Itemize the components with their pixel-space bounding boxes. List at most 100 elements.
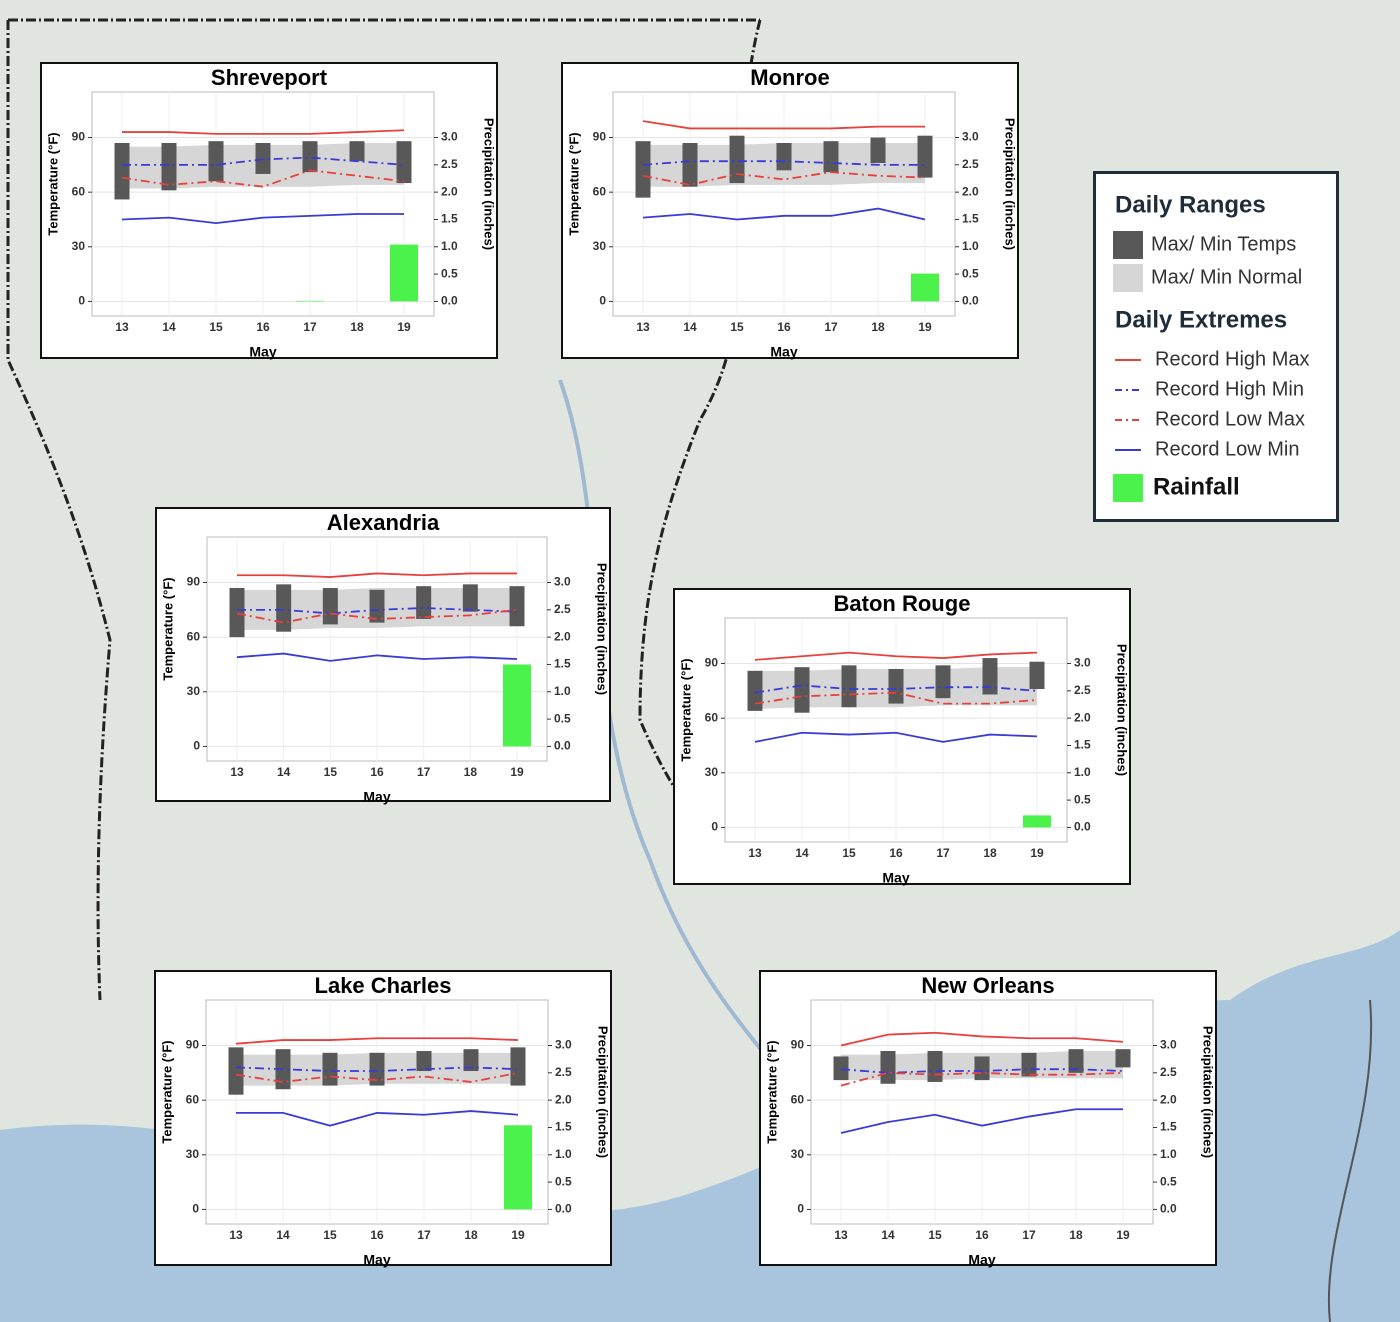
y-tick-label: 60 bbox=[186, 1092, 200, 1106]
y-tick-label: 90 bbox=[72, 130, 86, 144]
y2-tick-label: 3.0 bbox=[1074, 656, 1091, 670]
x-tick-label: 18 bbox=[464, 765, 478, 779]
legend-swatch bbox=[1113, 231, 1143, 259]
record-line bbox=[236, 608, 518, 624]
record-line bbox=[122, 129, 405, 135]
x-tick-label: 13 bbox=[748, 846, 762, 860]
rain-bar bbox=[296, 300, 324, 302]
y2-tick-label: 3.0 bbox=[554, 575, 571, 589]
x-tick-label: 19 bbox=[510, 765, 524, 779]
y-tick-label: 0 bbox=[711, 820, 718, 834]
x-tick-label: 19 bbox=[511, 1228, 525, 1242]
y2-tick-label: 3.0 bbox=[1160, 1038, 1177, 1052]
temp-range-bar bbox=[275, 1049, 291, 1090]
rain-bar bbox=[1023, 815, 1051, 828]
legend-label: Record High Min bbox=[1155, 378, 1304, 400]
chart-panel: Lake Charles 0 30 60 90 0.0 0.5 1.0 1.5 2.0 2.5 3.0… bbox=[154, 970, 612, 1268]
y-tick-label: 30 bbox=[187, 684, 201, 698]
record-line bbox=[237, 572, 517, 578]
x-tick-label: 15 bbox=[730, 320, 744, 334]
chart-title: Lake Charles bbox=[315, 973, 452, 998]
x-tick-label: 19 bbox=[1030, 846, 1044, 860]
record-line bbox=[754, 684, 1038, 694]
y-tick-label: 90 bbox=[593, 130, 607, 144]
record-line bbox=[642, 120, 925, 130]
y-axis-title: Temperature (°F) bbox=[764, 1040, 779, 1143]
temp-range-bar bbox=[322, 587, 338, 625]
temp-range-bar bbox=[880, 1050, 896, 1084]
y2-tick-label: 1.5 bbox=[441, 212, 458, 226]
chart-panel: Shreveport 0 30 60 90 0.0 0.5 1.0 1.5 2.0 2.5 3.0 13… bbox=[40, 62, 498, 360]
x-tick-label: 14 bbox=[277, 765, 291, 779]
x-tick-label: 15 bbox=[842, 846, 856, 860]
record-line bbox=[840, 1068, 1124, 1074]
y2-tick-label: 2.0 bbox=[1074, 710, 1091, 724]
record-line bbox=[235, 1071, 519, 1083]
temp-range-bar bbox=[276, 584, 292, 632]
y-tick-label: 90 bbox=[187, 575, 201, 589]
y-tick-label: 30 bbox=[593, 239, 607, 253]
chart-panel: Monroe 0 30 60 90 0.0 0.5 1.0 1.5 2.0 2.5 3.0 13 14 15… bbox=[561, 62, 1019, 360]
y-tick-label: 0 bbox=[599, 294, 606, 308]
x-tick-label: 18 bbox=[983, 846, 997, 860]
y-tick-label: 60 bbox=[187, 629, 201, 643]
y-tick-label: 60 bbox=[791, 1092, 805, 1106]
temp-range-bar bbox=[729, 135, 745, 184]
y2-tick-label: 1.0 bbox=[555, 1147, 572, 1161]
y2-axis-title: Precipitation (inches) bbox=[1003, 118, 1018, 250]
rain-bar bbox=[911, 273, 939, 302]
y2-tick-label: 1.5 bbox=[1074, 738, 1091, 752]
temp-range-bar bbox=[229, 587, 245, 638]
y-tick-label: 60 bbox=[72, 184, 86, 198]
y2-tick-label: 2.5 bbox=[555, 1065, 572, 1079]
y2-tick-label: 0.0 bbox=[554, 739, 571, 753]
legend-section-title: Daily Extremes bbox=[1115, 306, 1287, 333]
record-line bbox=[122, 156, 405, 166]
x-tick-label: 16 bbox=[370, 1228, 384, 1242]
legend-label: Record Low Max bbox=[1155, 408, 1305, 430]
legend-label: Record High Max bbox=[1155, 348, 1310, 370]
x-tick-label: 19 bbox=[397, 320, 411, 334]
temp-range-bar bbox=[776, 142, 792, 171]
x-axis-title: May bbox=[770, 344, 797, 360]
y-tick-label: 0 bbox=[797, 1202, 804, 1216]
temp-range-bar bbox=[747, 670, 763, 711]
x-tick-label: 13 bbox=[229, 1228, 243, 1242]
y-tick-label: 60 bbox=[705, 710, 719, 724]
temp-range-bar bbox=[1068, 1049, 1084, 1073]
y2-tick-label: 0.5 bbox=[554, 711, 571, 725]
temp-range-bar bbox=[823, 141, 839, 173]
y2-tick-label: 3.0 bbox=[441, 130, 458, 144]
temp-range-bar bbox=[322, 1052, 338, 1086]
y2-tick-label: 1.5 bbox=[554, 657, 571, 671]
x-tick-label: 18 bbox=[350, 320, 364, 334]
record-line bbox=[840, 1071, 1124, 1087]
temp-range-bar bbox=[841, 665, 857, 708]
y2-tick-label: 0.0 bbox=[555, 1202, 572, 1216]
legend-label: Max/ Min Temps bbox=[1151, 233, 1296, 255]
temp-range-bar bbox=[794, 667, 810, 713]
temp-range-bar bbox=[927, 1050, 943, 1082]
temp-range-bar bbox=[349, 141, 365, 162]
chart-title: Shreveport bbox=[211, 65, 328, 90]
y2-tick-label: 1.0 bbox=[1074, 765, 1091, 779]
x-tick-label: 18 bbox=[871, 320, 885, 334]
x-tick-label: 13 bbox=[230, 765, 244, 779]
y2-tick-label: 1.0 bbox=[1160, 1147, 1177, 1161]
x-tick-label: 14 bbox=[881, 1228, 895, 1242]
x-tick-label: 14 bbox=[162, 320, 176, 334]
y2-tick-label: 3.0 bbox=[555, 1038, 572, 1052]
y2-tick-label: 2.5 bbox=[1160, 1065, 1177, 1079]
chart-title: Monroe bbox=[750, 65, 829, 90]
y2-tick-label: 1.5 bbox=[1160, 1120, 1177, 1134]
x-tick-label: 13 bbox=[115, 320, 129, 334]
x-tick-label: 15 bbox=[324, 765, 338, 779]
x-tick-label: 15 bbox=[209, 320, 223, 334]
x-tick-label: 17 bbox=[1022, 1228, 1036, 1242]
y-axis-title: Temperature (°F) bbox=[160, 577, 175, 680]
record-line bbox=[237, 607, 518, 615]
y-tick-label: 30 bbox=[72, 239, 86, 253]
x-tick-label: 16 bbox=[370, 765, 384, 779]
